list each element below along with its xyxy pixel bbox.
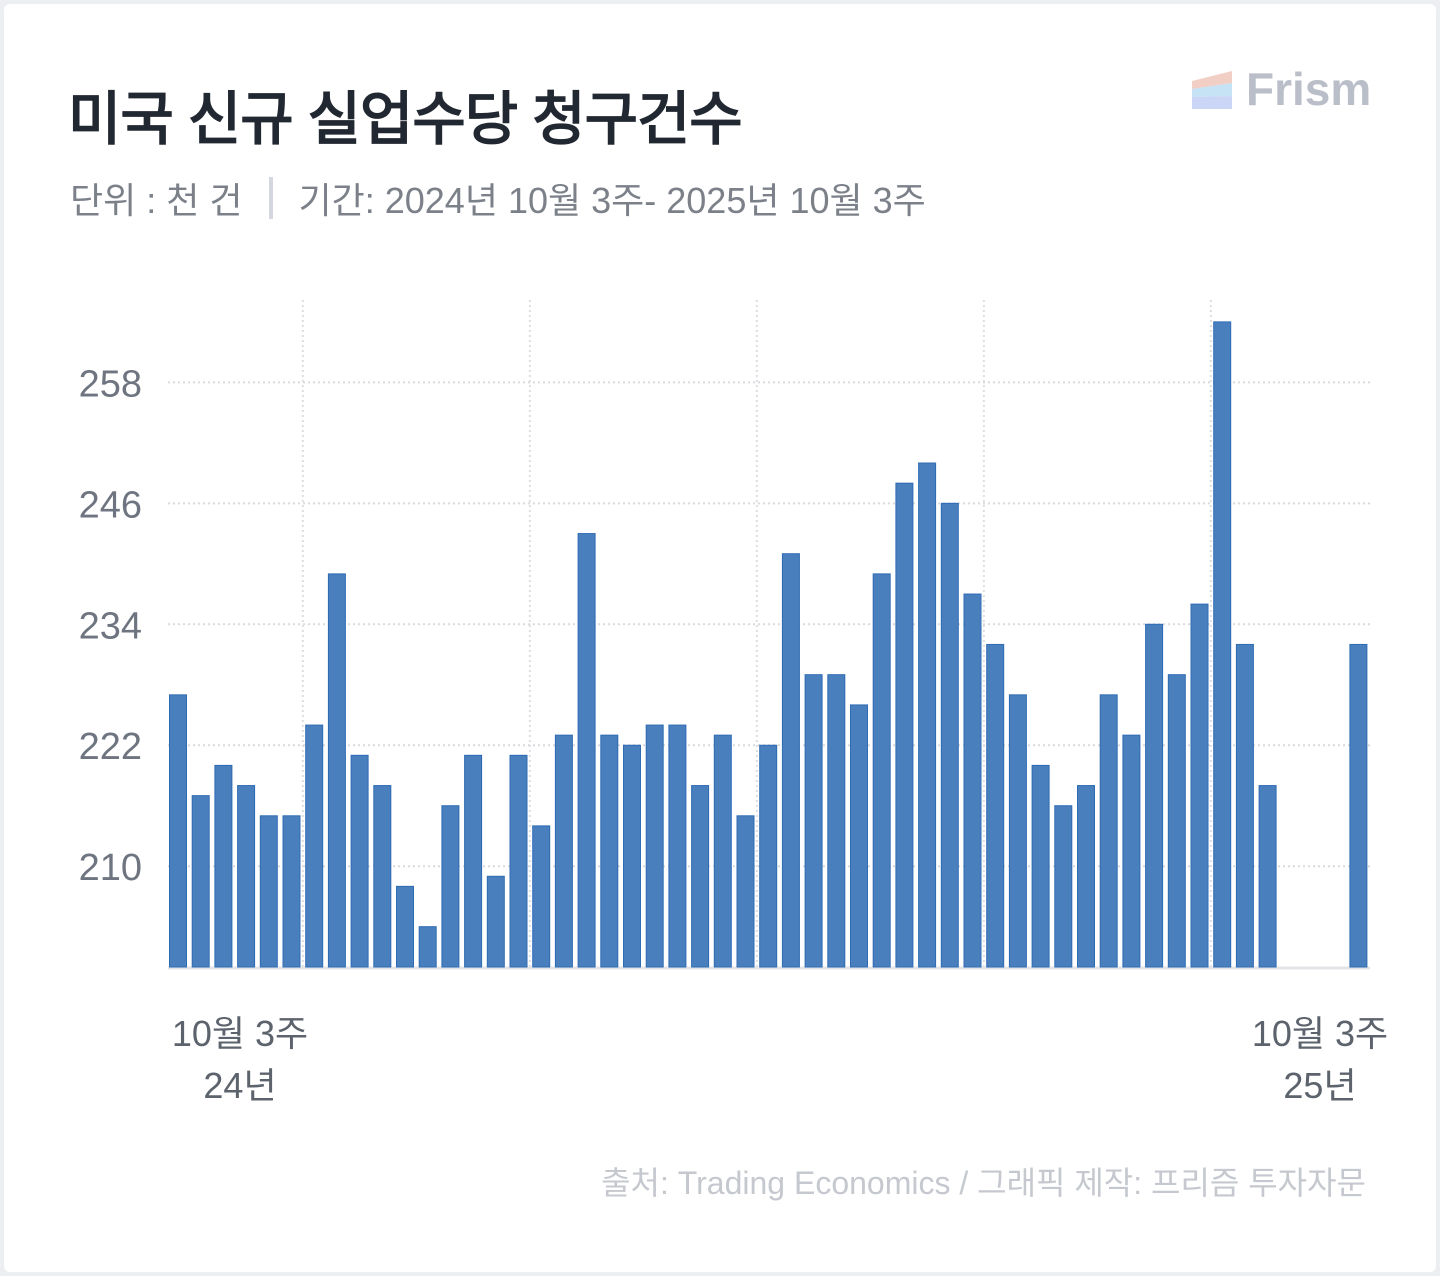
source-note: 출처: Trading Economics / 그래픽 제작: 프리즘 투자자문 (601, 1165, 1366, 1201)
bar (486, 875, 505, 968)
bar (645, 724, 664, 968)
period-label: 기간: 2024년 10월 3주- 2025년 10월 3주 (298, 180, 926, 221)
bar (282, 815, 301, 968)
bar (1190, 603, 1209, 968)
bar (940, 502, 959, 968)
bar (668, 724, 687, 968)
bar (1167, 674, 1186, 968)
y-tick-label: 234 (79, 605, 142, 647)
bar (1054, 805, 1073, 968)
bar (850, 704, 868, 968)
bar (963, 593, 982, 968)
bar (623, 744, 641, 968)
logo-text: Frism (1246, 63, 1372, 115)
y-tick-label: 210 (79, 847, 142, 889)
bar (1077, 785, 1095, 968)
bar (1235, 643, 1254, 968)
x-label-end: 10월 3주 25년 (1230, 1008, 1410, 1112)
bar (554, 734, 573, 968)
bar (191, 795, 210, 968)
frism-logo: Frism (1192, 62, 1371, 116)
bar (872, 573, 891, 968)
bar (1008, 694, 1027, 968)
bar (736, 815, 755, 968)
bar (396, 885, 414, 968)
bar (691, 785, 710, 968)
bar (895, 482, 914, 968)
bar (418, 926, 437, 968)
bar (1213, 321, 1232, 968)
unit-label: 단위 : 천 건 (70, 180, 243, 221)
bar (827, 674, 846, 968)
bar (1145, 623, 1164, 968)
bar (713, 734, 732, 968)
y-tick-label: 246 (79, 484, 142, 526)
bar (1099, 694, 1118, 968)
bar (804, 674, 823, 968)
bar (577, 533, 596, 968)
bar (373, 785, 392, 968)
bar (214, 764, 233, 968)
bar (237, 785, 256, 968)
x-label-end-year: 25년 (1283, 1065, 1357, 1106)
x-label-start-year: 24년 (203, 1065, 277, 1106)
bar (759, 744, 778, 968)
bar (1258, 785, 1277, 968)
bar (986, 643, 1005, 968)
chart-title: 미국 신규 실업수당 청구건수 (68, 87, 743, 152)
bar (781, 553, 800, 968)
bar (464, 754, 483, 968)
y-tick-label: 222 (79, 726, 142, 768)
y-tick-label: 258 (79, 363, 142, 405)
chart-subtitle: 단위 : 천 건 기간: 2024년 10월 3주- 2025년 10월 3주 (70, 172, 926, 224)
bar (305, 724, 324, 968)
logo-icon (1192, 71, 1232, 109)
bar (1122, 734, 1141, 968)
divider (268, 177, 273, 219)
bar (918, 462, 937, 968)
x-label-end-week: 10월 3주 (1251, 1013, 1389, 1054)
bar (441, 805, 460, 968)
bar (509, 754, 528, 968)
bar (259, 815, 278, 968)
x-label-start-week: 10월 3주 (171, 1013, 309, 1054)
bar (350, 754, 369, 968)
bar (532, 825, 551, 968)
bar (1349, 643, 1368, 968)
bar (1031, 764, 1050, 968)
x-label-start: 10월 3주 24년 (150, 1008, 330, 1112)
bar (169, 694, 187, 968)
bar (600, 734, 619, 968)
bar (327, 573, 346, 968)
